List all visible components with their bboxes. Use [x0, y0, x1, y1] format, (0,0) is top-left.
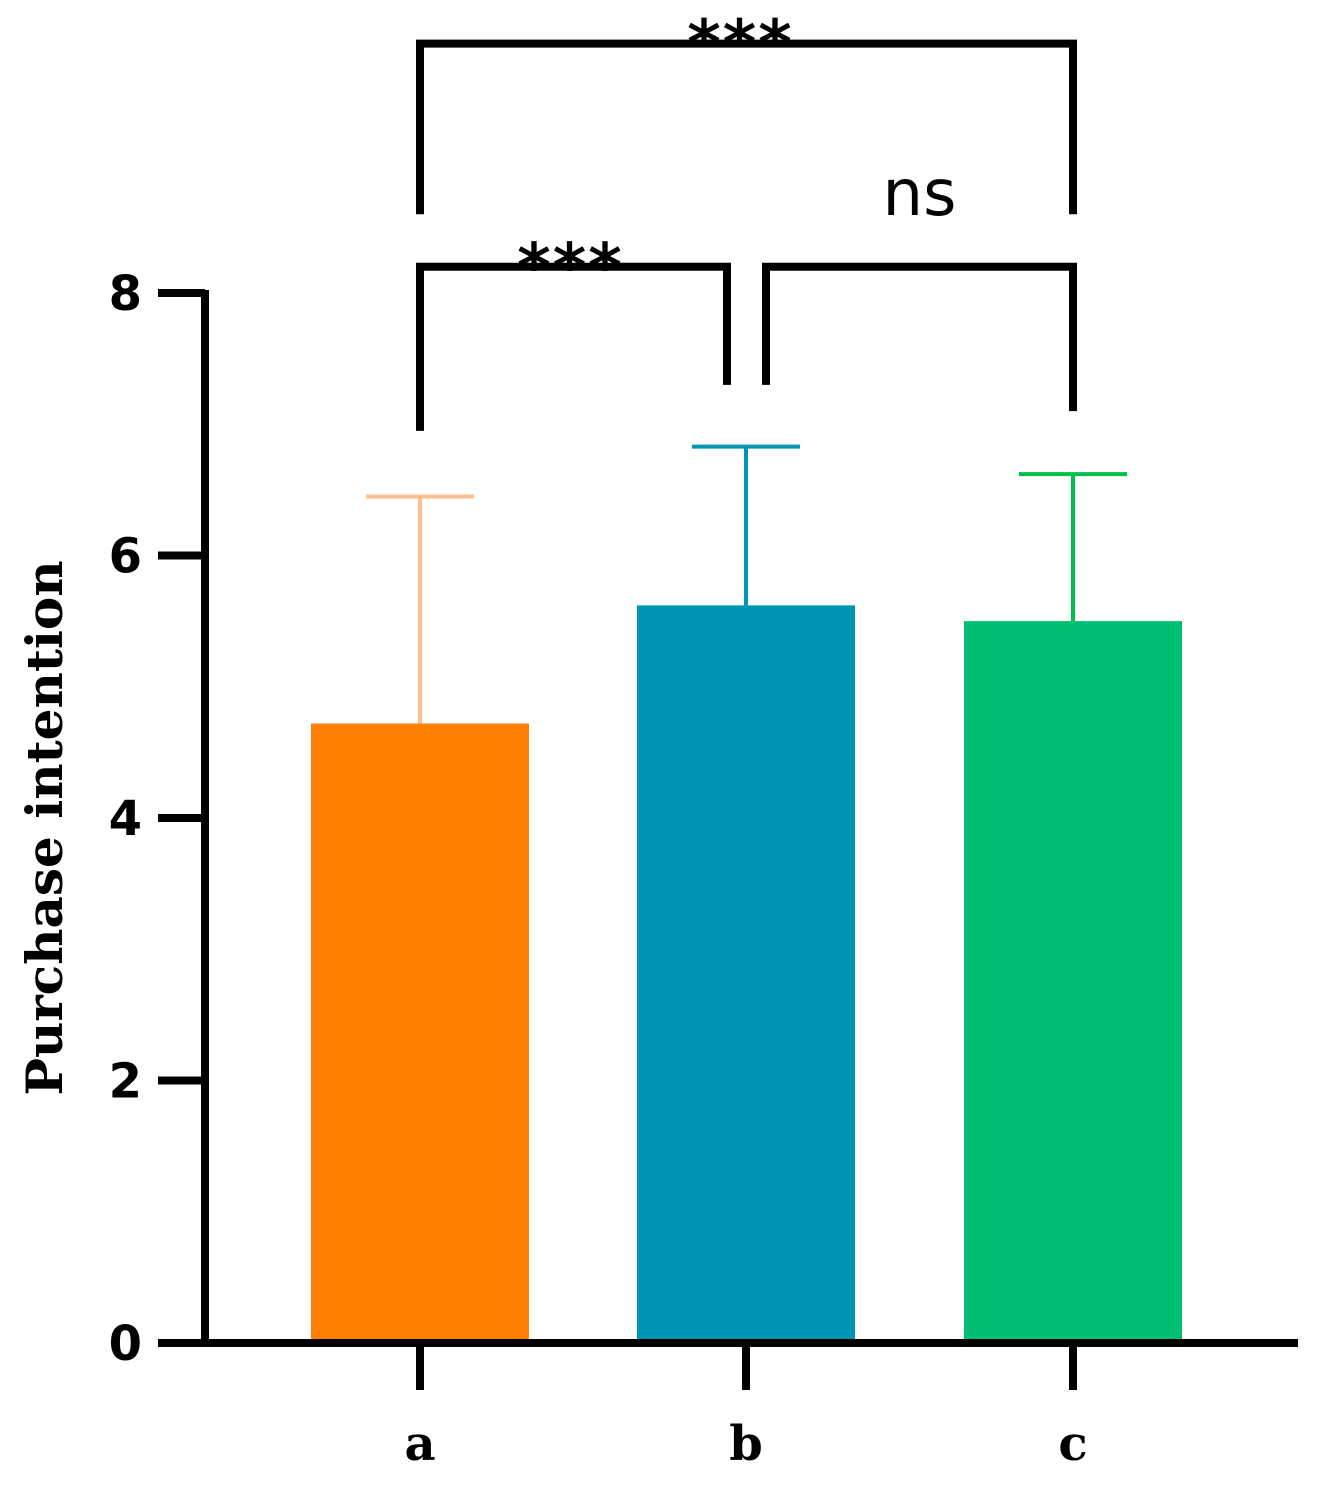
y-tick-label-6: 6: [109, 529, 142, 585]
bar-a: [311, 723, 529, 1343]
significance-bracket-2: [416, 262, 731, 431]
bar-c: [964, 621, 1182, 1343]
x-tick-label-a: a: [404, 1416, 435, 1472]
significance-layer: *** *** ns: [416, 8, 1077, 431]
x-tick-label-b: b: [729, 1416, 763, 1472]
error-bars-layer: [366, 444, 1127, 724]
x-tick-label-c: c: [1058, 1416, 1087, 1472]
y-axis-title: Purchase intention: [15, 560, 74, 1095]
significance-bracket-1: [416, 39, 1077, 215]
y-tick-label-4: 4: [109, 791, 142, 847]
significance-label-3: ns: [883, 157, 957, 231]
significance-label-2: ***: [517, 231, 623, 305]
y-tick-label-2: 2: [109, 1054, 142, 1110]
y-tick-label-8: 8: [109, 266, 142, 322]
bar-b: [637, 605, 855, 1343]
y-tick-label-0: 0: [109, 1316, 142, 1372]
axes-layer: 0 2 4 6 8 a b c: [109, 266, 1298, 1472]
significance-bracket-3: [762, 262, 1077, 412]
significance-label-1: ***: [687, 8, 793, 82]
bars-layer: [311, 605, 1182, 1343]
